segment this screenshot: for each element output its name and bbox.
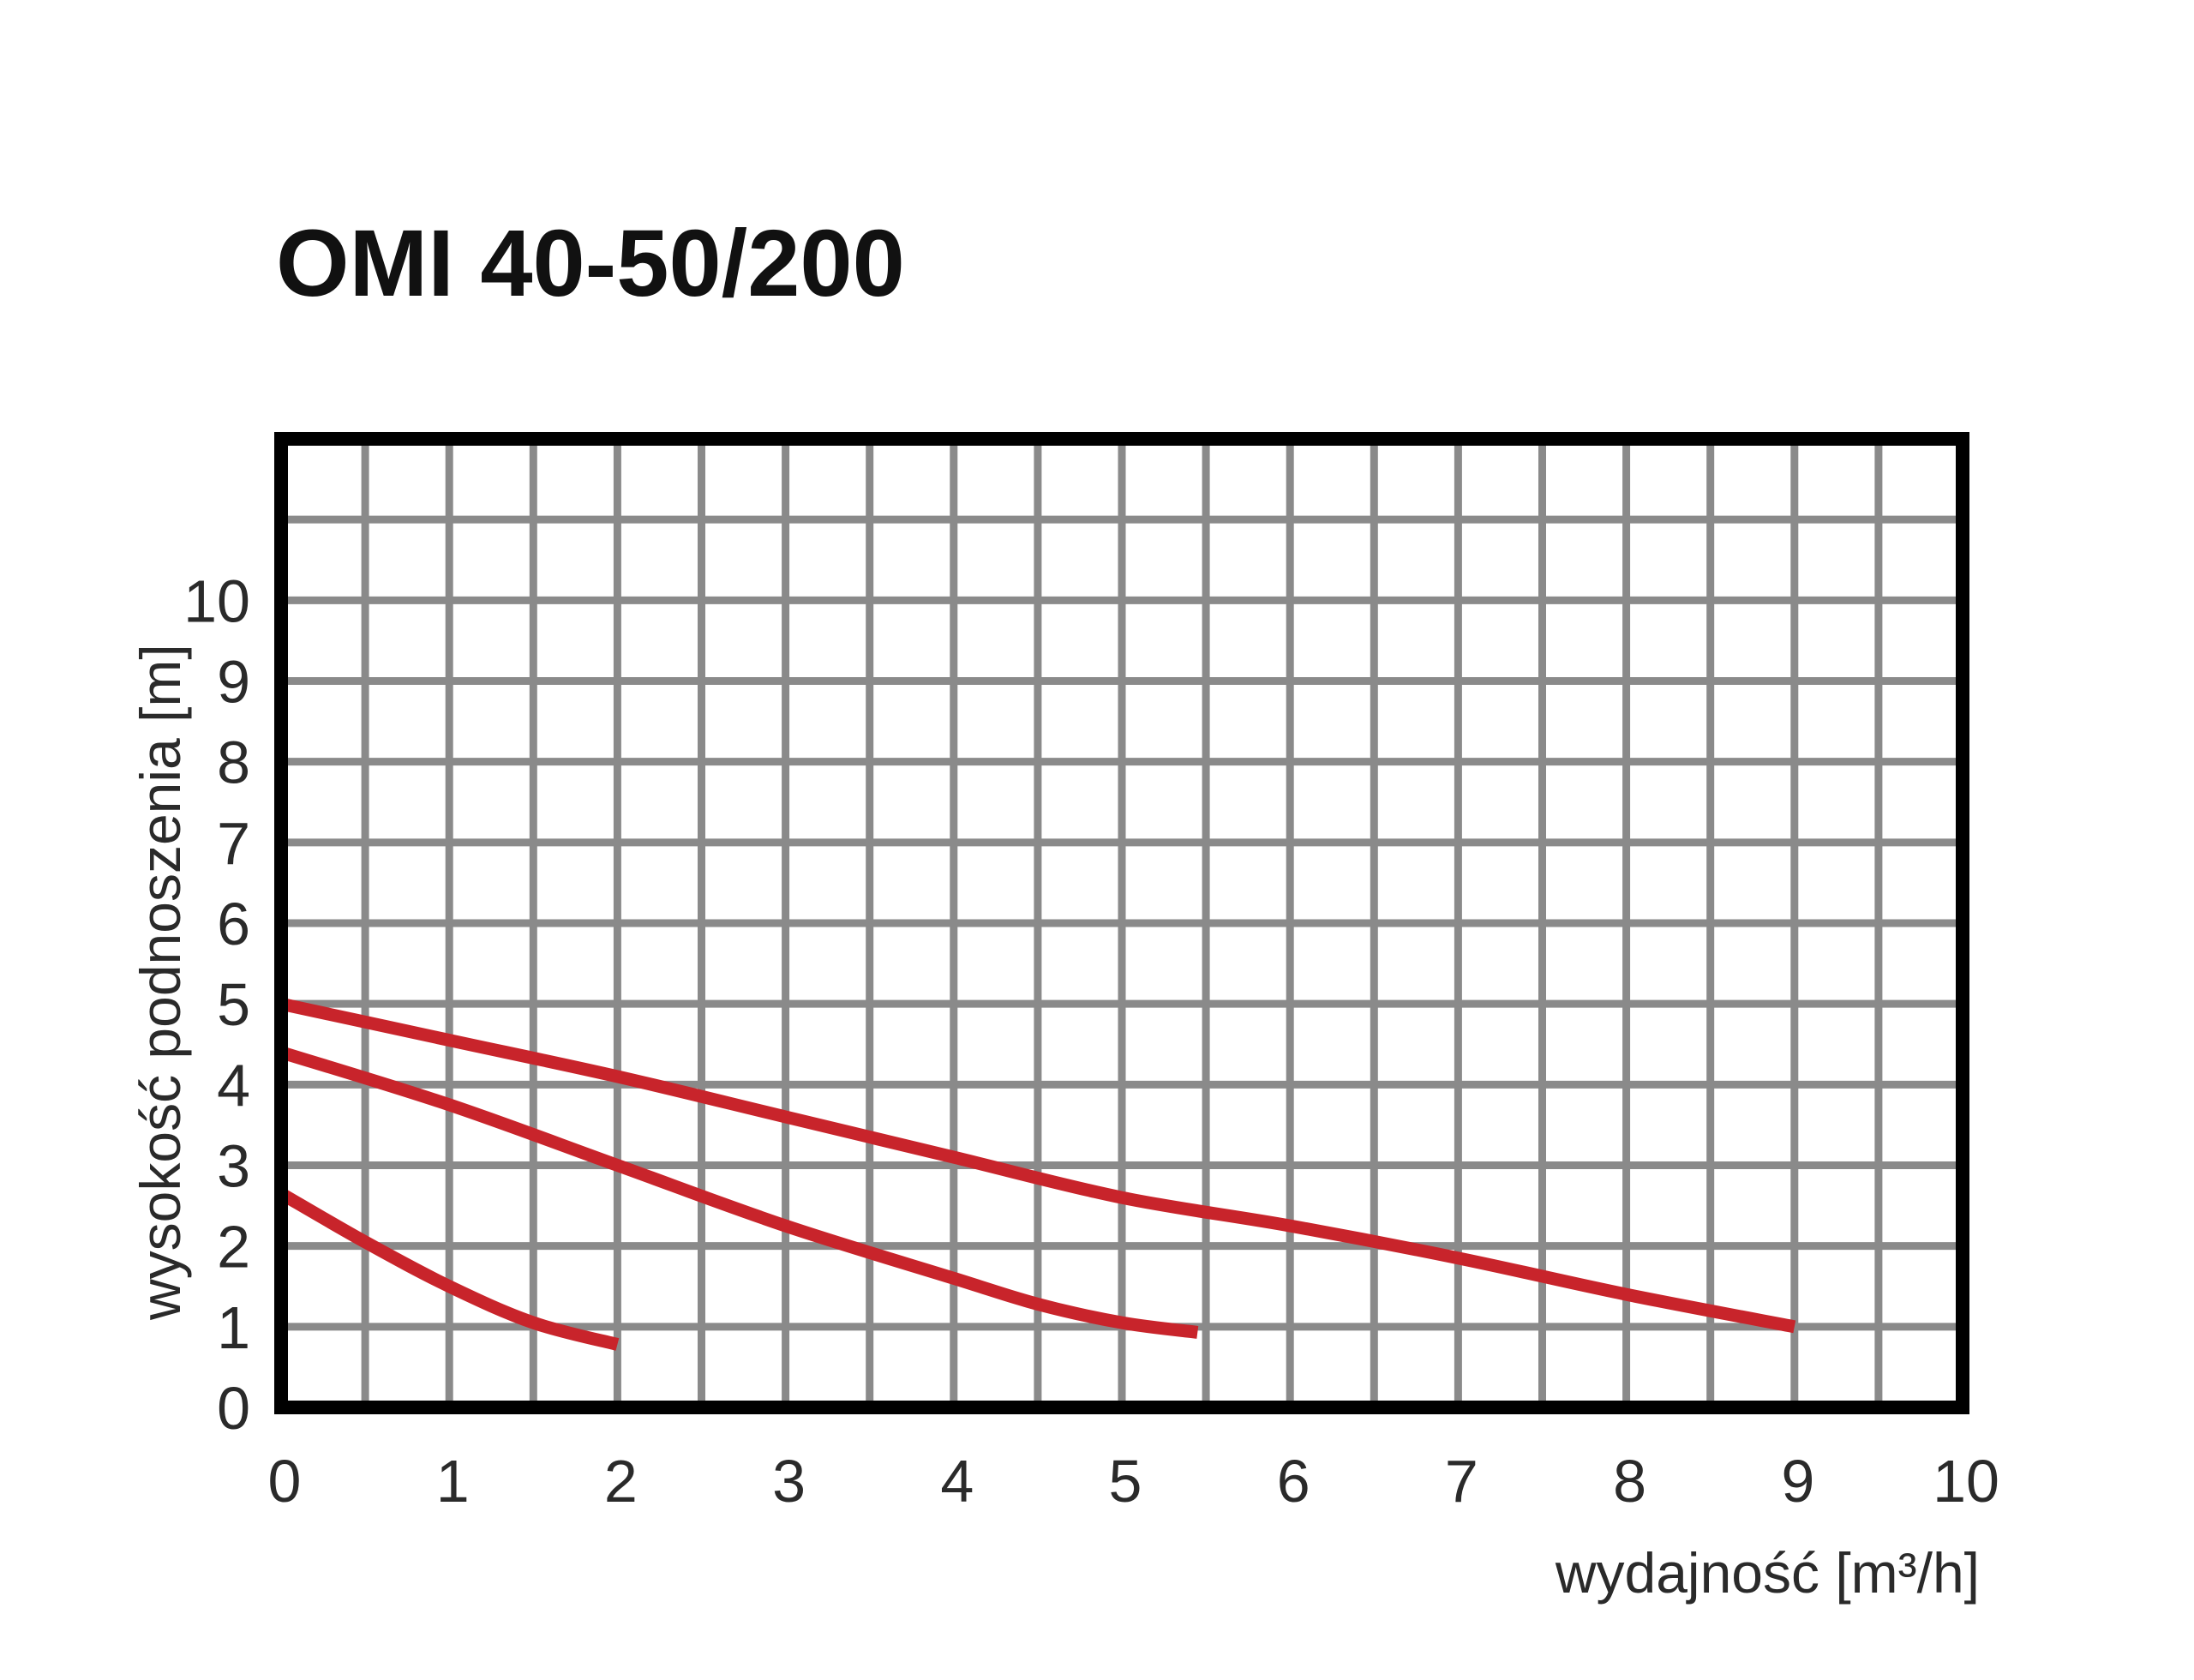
x-axis-label: wydajność [m³/h] <box>1555 1541 1980 1605</box>
x-tick-label: 4 <box>940 1448 974 1515</box>
y-tick-label: 4 <box>217 1052 250 1119</box>
x-tick-label: 10 <box>1933 1448 1999 1515</box>
y-tick-label: 9 <box>217 649 250 716</box>
x-tick-label: 6 <box>1277 1448 1310 1515</box>
x-tick-label: 7 <box>1445 1448 1478 1515</box>
x-tick-label: 8 <box>1613 1448 1646 1515</box>
y-tick-label: 10 <box>183 567 250 634</box>
plot-frame <box>274 432 1969 1414</box>
pump-curve-2 <box>279 1046 1199 1339</box>
pump-curve-1 <box>278 1187 620 1351</box>
pump-curve-3 <box>279 997 1796 1334</box>
y-axis-label: wysokość podnoszenia [m] <box>129 644 192 1321</box>
x-tick-label: 2 <box>604 1448 638 1515</box>
y-tick-label: 1 <box>217 1294 250 1361</box>
x-tick-labels: 0 1 2 3 4 5 6 7 8 9 10 <box>268 1448 1999 1515</box>
x-tick-label: 5 <box>1109 1448 1142 1515</box>
x-tick-label: 3 <box>772 1448 806 1515</box>
y-tick-label: 5 <box>217 971 250 1038</box>
x-tick-label: 9 <box>1781 1448 1814 1515</box>
x-tick-label: 1 <box>436 1448 470 1515</box>
chart-title: OMI 40-50/200 <box>276 211 905 316</box>
x-tick-label: 0 <box>268 1448 302 1515</box>
y-tick-label: 0 <box>217 1375 250 1442</box>
curve-series <box>278 997 1796 1351</box>
y-tick-label: 2 <box>217 1214 250 1281</box>
y-tick-label: 3 <box>217 1133 250 1200</box>
y-tick-labels: 0 1 2 3 4 5 6 7 8 9 10 <box>183 567 250 1442</box>
y-tick-label: 6 <box>217 891 250 957</box>
grid-lines <box>281 439 1963 1407</box>
y-tick-label: 7 <box>217 810 250 877</box>
y-tick-label: 8 <box>217 729 250 796</box>
